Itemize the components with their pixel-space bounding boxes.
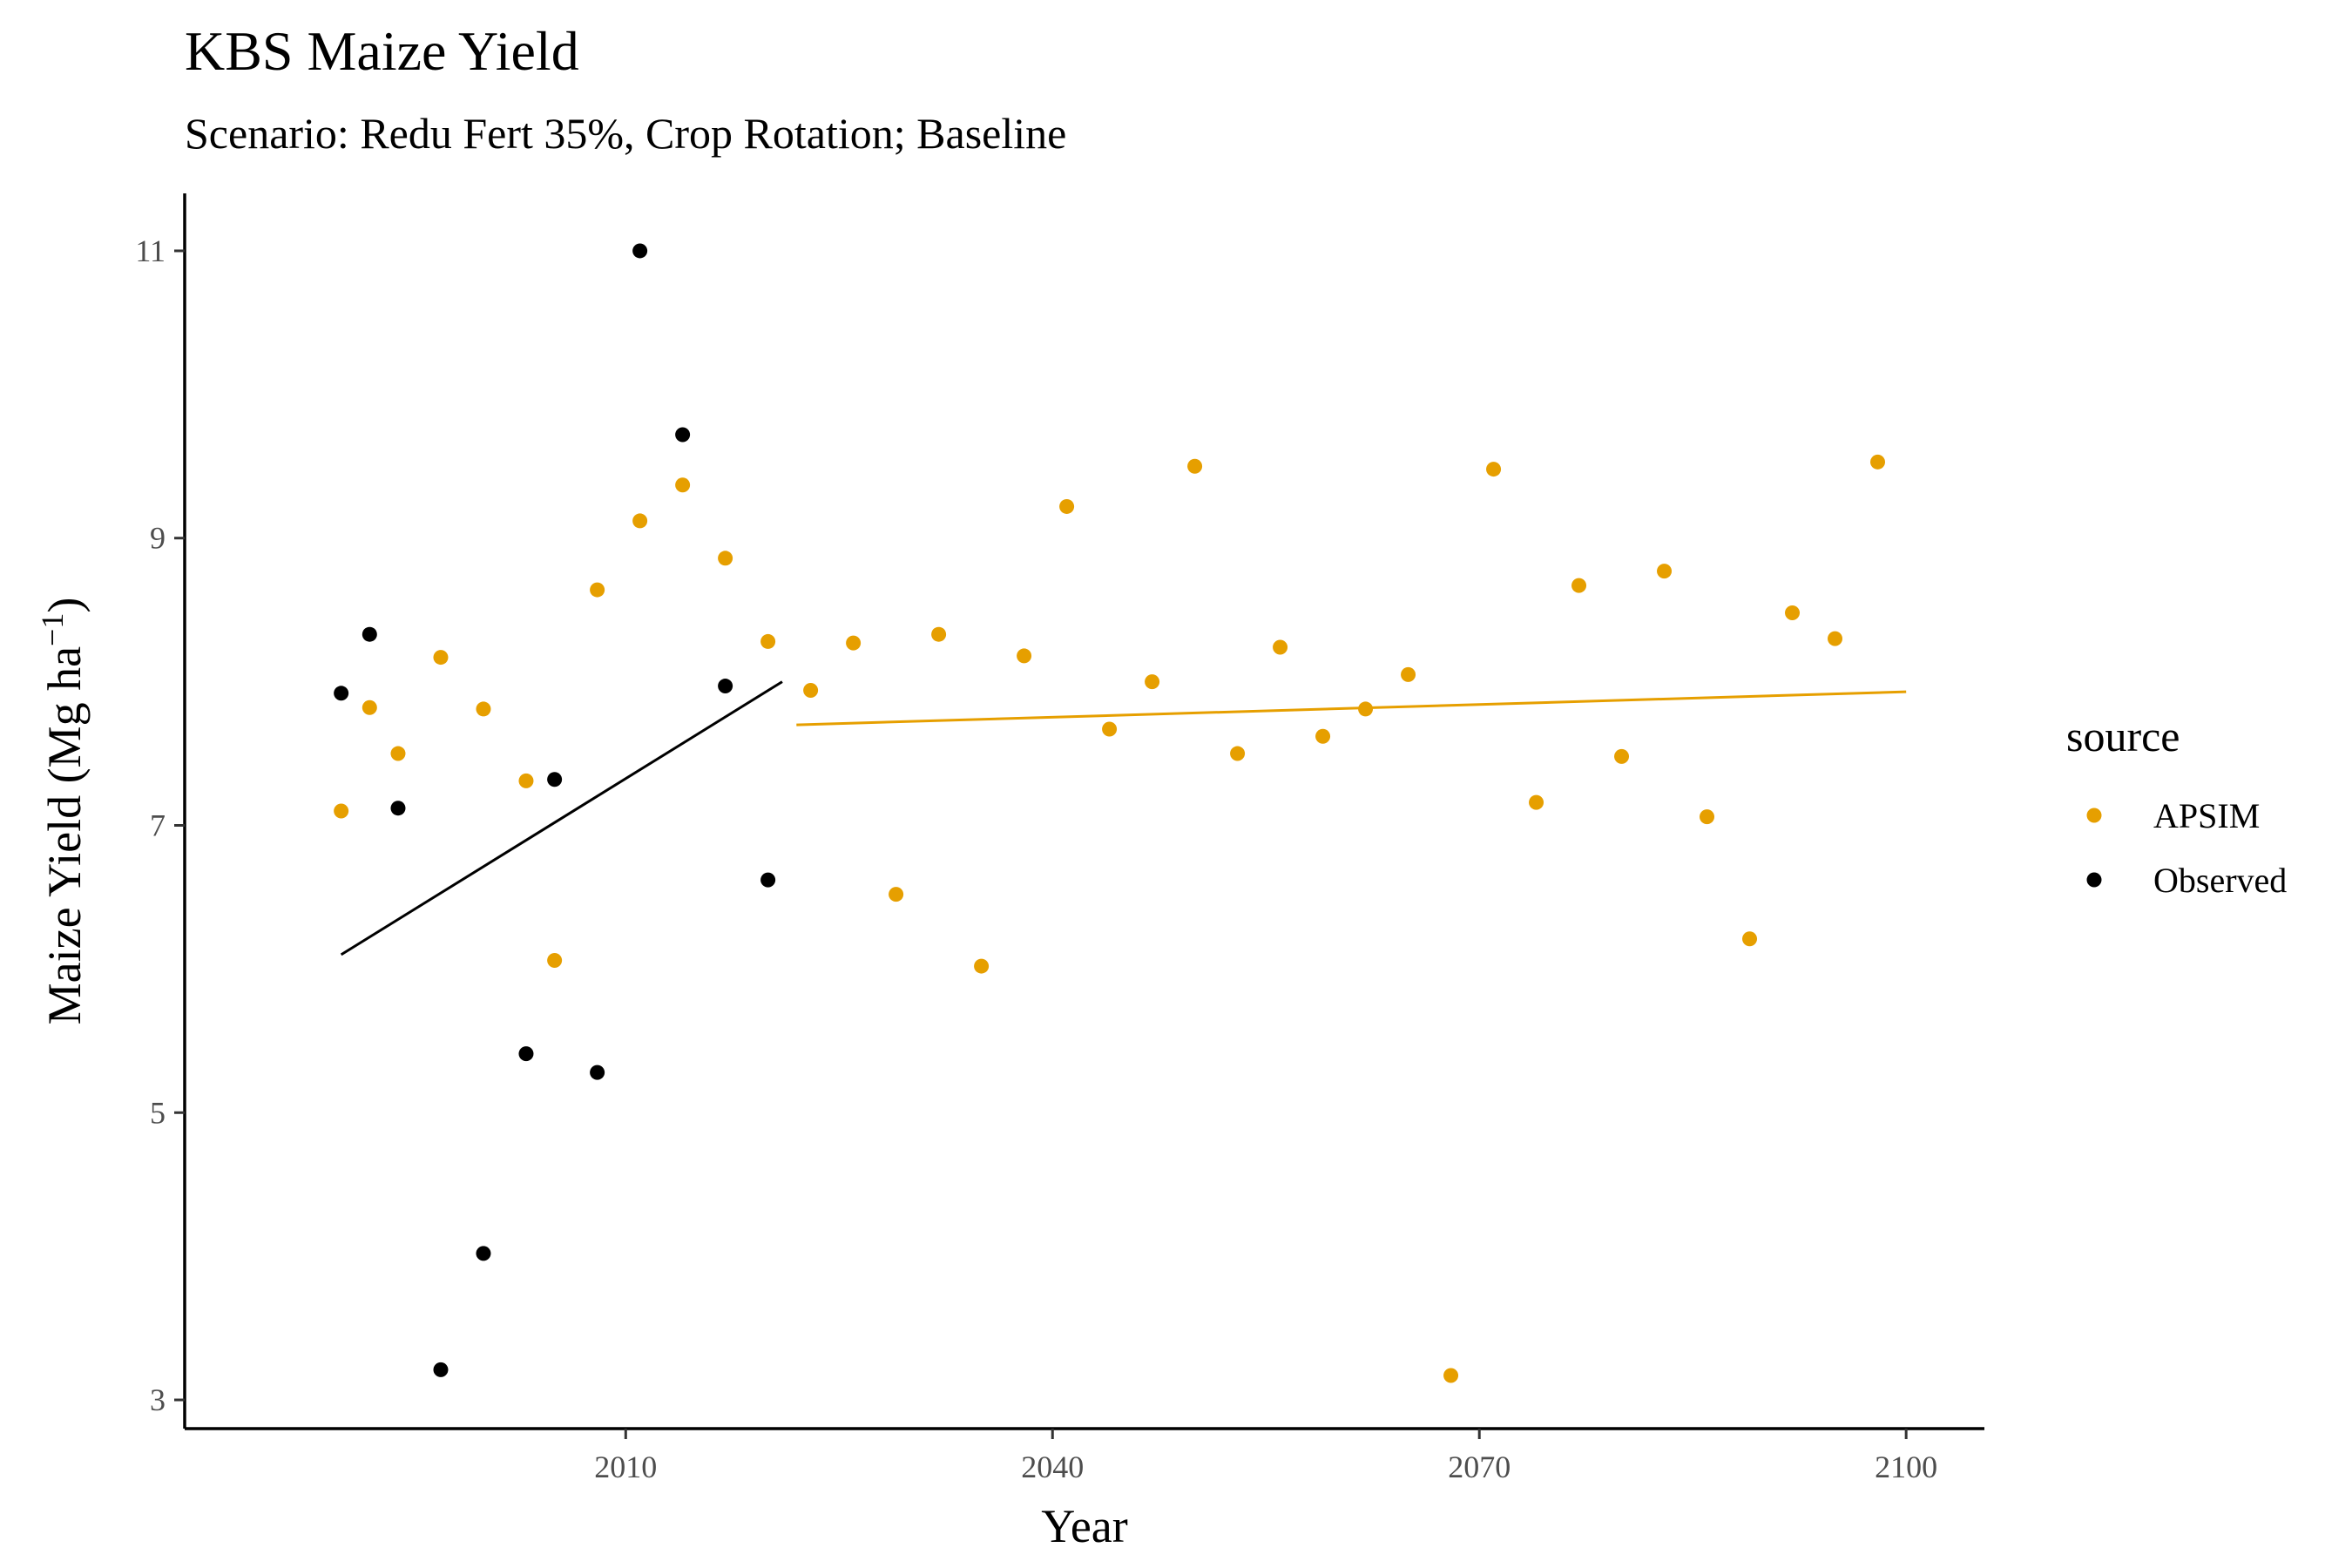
x-axis-ticks: 2010 2040 2070 2100 <box>594 1429 1937 1484</box>
point-apsim <box>1230 746 1246 761</box>
plot-panel <box>334 243 1907 1383</box>
point-apsim <box>760 633 776 649</box>
point-apsim <box>1315 728 1331 744</box>
point-apsim <box>1059 498 1075 514</box>
y-axis-title-close: ) <box>38 598 91 613</box>
point-apsim <box>1187 458 1203 474</box>
point-apsim <box>1571 578 1587 593</box>
point-apsim <box>718 551 733 566</box>
point-apsim <box>846 635 862 651</box>
legend-items: APSIM Observed <box>2086 796 2287 900</box>
data-points <box>334 243 1886 1383</box>
point-observed <box>632 243 648 259</box>
point-observed <box>590 1064 605 1080</box>
point-apsim <box>1358 701 1374 717</box>
x-tick-label: 2100 <box>1875 1450 1937 1484</box>
y-tick-label: 7 <box>150 808 166 842</box>
y-tick-label: 5 <box>150 1095 166 1130</box>
y-axis-title-exponent: −1 <box>35 613 70 646</box>
point-observed <box>675 427 691 443</box>
point-apsim <box>362 700 377 715</box>
point-apsim <box>518 773 534 788</box>
point-apsim <box>1870 454 1886 470</box>
point-apsim <box>1017 648 1032 664</box>
legend-key-observed <box>2086 872 2102 888</box>
point-apsim <box>1443 1368 1459 1383</box>
point-observed <box>518 1046 534 1062</box>
legend-key-apsim <box>2086 808 2102 823</box>
point-observed <box>433 1362 449 1377</box>
point-observed <box>547 772 563 787</box>
x-tick-label: 2070 <box>1448 1450 1511 1484</box>
point-apsim <box>1785 605 1801 620</box>
y-axis-title-main: Maize Yield (Mg ha <box>38 646 91 1024</box>
point-apsim <box>803 682 819 698</box>
x-tick-label: 2010 <box>594 1450 657 1484</box>
trend-lines <box>340 680 1907 956</box>
legend-title: source <box>2066 712 2180 760</box>
point-observed <box>476 1246 491 1261</box>
point-apsim <box>1529 794 1544 810</box>
legend-label-observed: Observed <box>2153 861 2287 900</box>
point-apsim <box>1273 639 1288 655</box>
point-apsim <box>1145 674 1160 690</box>
legend: source APSIM Observed <box>2066 712 2287 900</box>
y-tick-label: 3 <box>150 1382 166 1417</box>
point-apsim <box>1486 462 1502 477</box>
trend-line-apsim <box>796 690 1907 727</box>
point-apsim <box>1742 931 1758 947</box>
x-tick-label: 2040 <box>1021 1450 1084 1484</box>
point-apsim <box>1828 631 1843 646</box>
point-apsim <box>974 958 990 974</box>
y-tick-label: 11 <box>135 233 166 268</box>
point-apsim <box>390 746 406 761</box>
point-observed <box>390 801 406 816</box>
y-tick-label: 9 <box>150 521 166 556</box>
point-apsim <box>1401 666 1416 682</box>
y-axis-title: Maize Yield (Mg ha−1) <box>35 598 91 1025</box>
point-observed <box>362 626 377 642</box>
point-observed <box>718 679 733 694</box>
point-apsim <box>1614 748 1630 764</box>
chart-title: KBS Maize Yield <box>185 20 579 82</box>
point-observed <box>334 686 349 701</box>
point-apsim <box>476 701 491 717</box>
y-axis-ticks: 3 5 7 9 11 <box>135 233 185 1417</box>
point-apsim <box>334 803 349 819</box>
point-apsim <box>590 582 605 598</box>
point-apsim <box>1102 721 1118 737</box>
point-apsim <box>889 887 904 902</box>
point-apsim <box>675 477 691 493</box>
point-observed <box>760 872 776 888</box>
chart-subtitle: Scenario: Redu Fert 35%, Crop Rotation; … <box>185 109 1066 158</box>
point-apsim <box>1657 564 1673 579</box>
trend-line-observed <box>340 680 783 956</box>
legend-label-apsim: APSIM <box>2153 796 2260 835</box>
point-apsim <box>547 952 563 968</box>
point-apsim <box>632 513 648 529</box>
point-apsim <box>1700 809 1715 825</box>
point-apsim <box>433 650 449 666</box>
x-axis-title: Year <box>1041 1500 1128 1552</box>
point-apsim <box>931 626 947 642</box>
